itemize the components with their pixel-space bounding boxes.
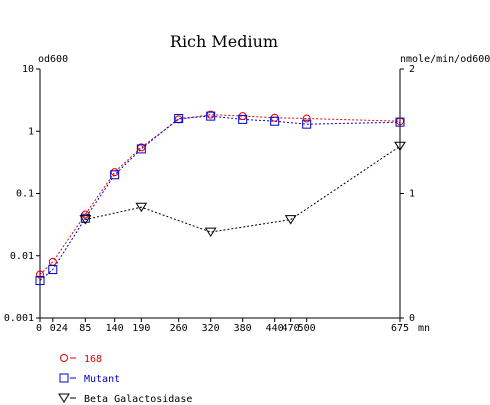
data-point — [238, 114, 248, 124]
x-tick-label: 190 — [132, 323, 150, 334]
legend-marker — [60, 354, 68, 362]
data-point — [302, 114, 311, 123]
y-left-tick-label: 0.1 — [16, 189, 34, 200]
x-tick-label: 0 — [36, 323, 42, 334]
series-line — [39, 114, 401, 275]
x-tick-label: 675 — [391, 323, 409, 334]
chart-title: Rich Medium — [170, 32, 278, 51]
data-point — [136, 144, 146, 154]
legend: 168 Mutant Beta Galactosidase — [58, 354, 192, 405]
y-left-tick-label: 10 — [22, 64, 34, 75]
x-tick-label: 470 — [282, 323, 300, 334]
x-unit-label: mn — [418, 323, 430, 334]
series-line — [85, 145, 401, 233]
y-left-tick-label: 0.01 — [10, 251, 34, 262]
series-markers — [35, 110, 406, 286]
data-point — [79, 215, 92, 225]
y-left-unit-label: od600 — [38, 54, 68, 65]
data-point — [48, 265, 58, 275]
data-point — [204, 227, 217, 238]
data-point — [135, 202, 148, 213]
x-tick-label: 320 — [202, 323, 220, 334]
y-right-unit-label: nmole/min/od600 — [400, 54, 490, 65]
data-point — [80, 213, 90, 223]
series-lines — [39, 114, 401, 281]
legend-label: Mutant — [84, 374, 120, 385]
data-point — [206, 111, 216, 121]
x-tick-label: 440 — [266, 323, 284, 334]
x-tick-label: 85 — [79, 323, 91, 334]
y-right-tick-label: 0 — [409, 313, 415, 324]
x-tick-label: 024 — [50, 323, 68, 334]
data-point — [270, 116, 280, 126]
y-right-tick-label: 2 — [409, 64, 415, 75]
series-line — [39, 115, 401, 281]
data-point — [174, 114, 184, 124]
data-point — [36, 270, 44, 279]
y-left-tick-label: 0.001 — [4, 313, 34, 324]
x-tick-label: 380 — [234, 323, 252, 334]
data-point — [394, 141, 406, 152]
legend-marker — [59, 373, 69, 383]
legend-label: Beta Galactosidase — [84, 394, 192, 405]
data-point — [48, 257, 57, 266]
x-tick-label: 500 — [298, 323, 316, 334]
y-left-tick-label: 1 — [28, 126, 34, 137]
data-point — [302, 119, 312, 129]
data-point — [395, 117, 405, 127]
y-right-tick-label: 1 — [409, 189, 415, 200]
data-point — [110, 170, 120, 180]
data-point — [35, 276, 45, 286]
data-point — [284, 215, 297, 225]
legend-marker — [58, 393, 70, 403]
axis-ticks: 0.001 0.01 0.1 1 10 0 1 2 0 024 85 140 190 260 320 380 4… — [4, 64, 415, 334]
legend-label: 168 — [84, 354, 102, 365]
x-tick-label: 260 — [170, 323, 188, 334]
x-tick-label: 140 — [106, 323, 124, 334]
